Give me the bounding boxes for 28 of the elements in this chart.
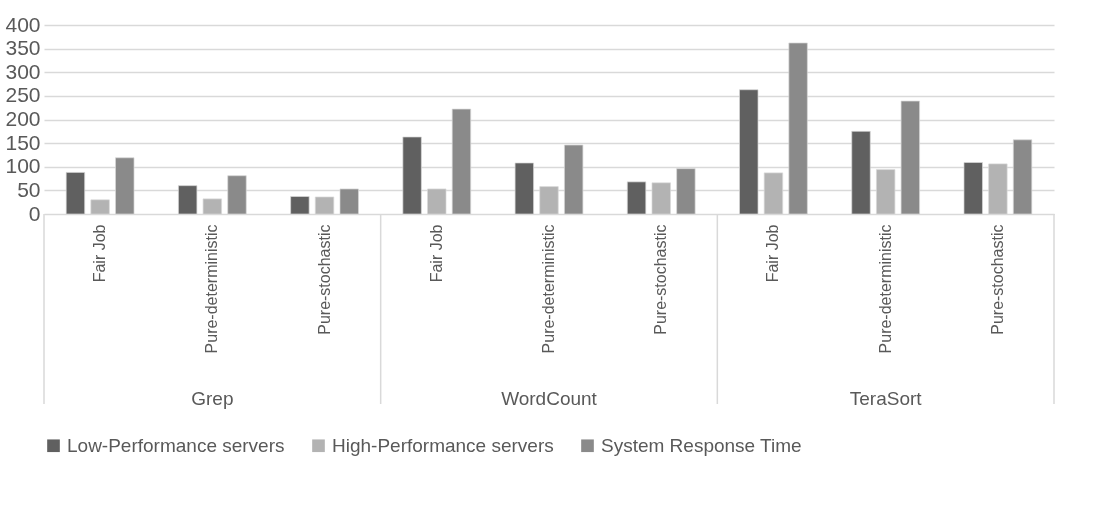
legend-label: High-Performance servers (332, 434, 554, 456)
text: TeraSort (849, 388, 923, 409)
x-tick-label: Pure-deterministic (540, 224, 557, 354)
y-tick-label: 100 (5, 154, 41, 178)
x-tick-label: Pure-stochastic (988, 224, 1006, 335)
y-tick-label: 300 (5, 59, 41, 83)
bar (290, 196, 310, 215)
text: WordCount (501, 388, 598, 409)
x-tick-label: Pure-stochastic (315, 224, 333, 335)
x-tick-label: Fair Job (764, 224, 782, 283)
x-tick-label: Pure-deterministic (203, 224, 221, 354)
y-tick-label: 200 (5, 107, 41, 130)
x-tick-label: Fair Job (427, 224, 445, 283)
y-tick-label: 400 (5, 12, 41, 36)
y-tick-label: 0 (28, 201, 41, 225)
bar (202, 198, 222, 215)
x-tick-label: Pure-stochastic (652, 224, 670, 335)
legend-label: System Response Time (601, 434, 802, 456)
y-tick-label: 50 (17, 177, 41, 201)
text: Grep (191, 388, 234, 409)
y-tick-label: 350 (5, 36, 41, 60)
x-tick-label: Pure-deterministic (876, 224, 894, 354)
y-tick-label: 250 (5, 83, 41, 107)
bar (90, 199, 110, 215)
legend-label: Low-Performance servers (67, 434, 285, 456)
x-tick-label: Fair Job (91, 224, 109, 283)
y-tick-label: 150 (5, 130, 41, 154)
bar (314, 196, 335, 215)
